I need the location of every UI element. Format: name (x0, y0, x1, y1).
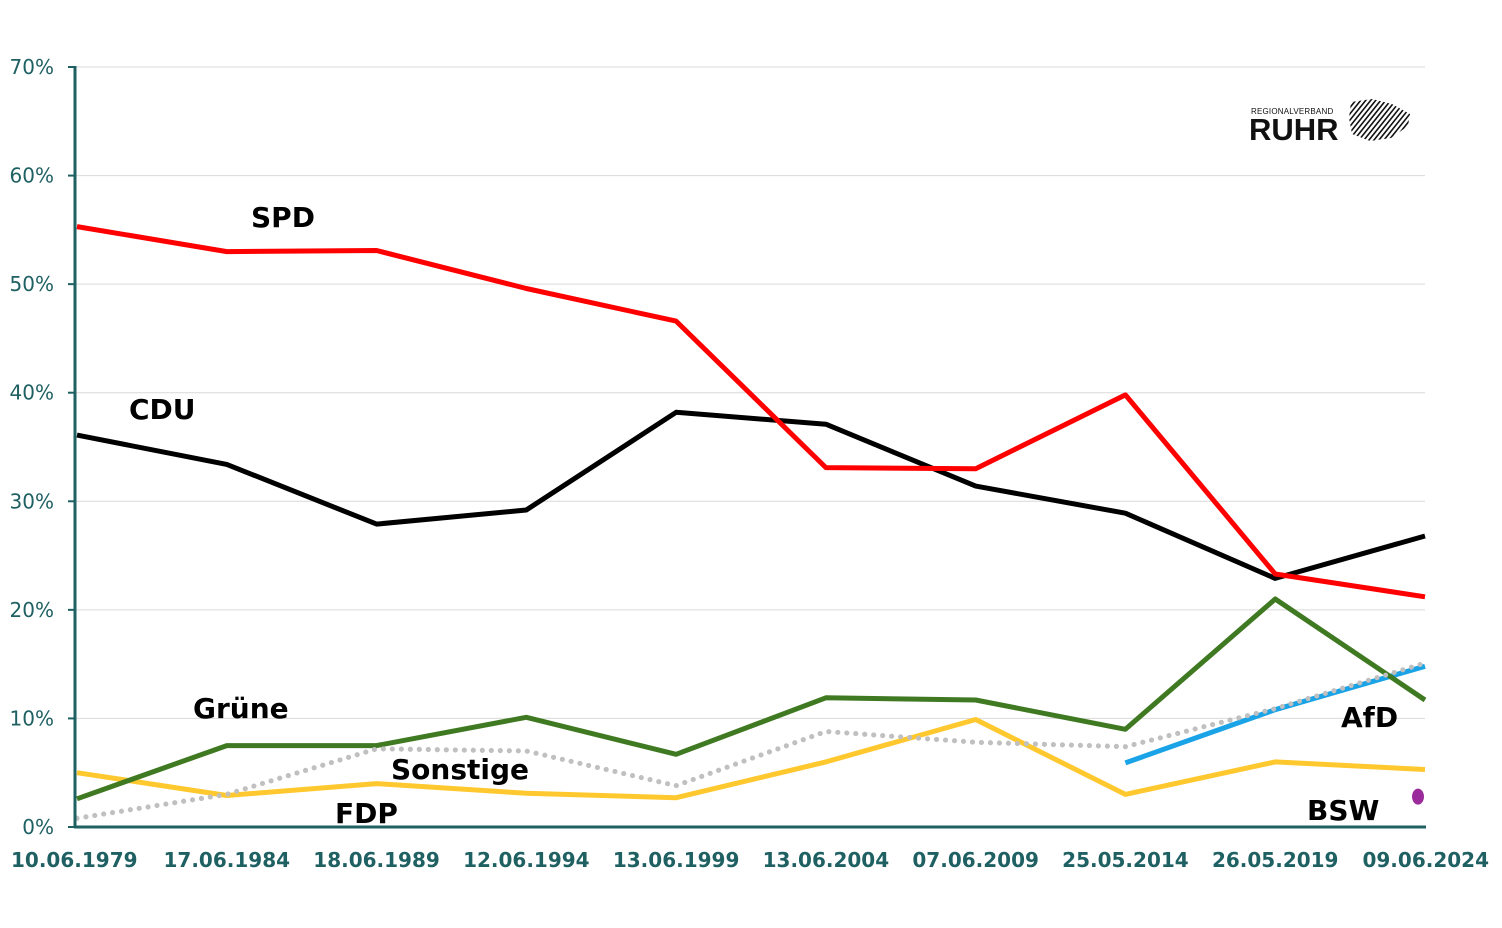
y-tick-label: 60% (10, 164, 54, 188)
series-lines (74, 224, 1428, 821)
series-line-sonstige-front (74, 660, 1428, 821)
y-tick-label: 50% (10, 272, 54, 296)
label-sonstige: Sonstige (391, 753, 529, 786)
logo-big-text: RUHR (1249, 112, 1339, 147)
logo-small-text: REGIONALVERBAND (1251, 107, 1333, 116)
label-fdp: FDP (335, 797, 398, 830)
series-line-sonstige (74, 660, 1428, 821)
y-tick-label: 40% (10, 381, 54, 405)
x-tick-label: 09.06.2024 (1362, 848, 1489, 872)
axes (73, 66, 1426, 829)
label-bsw: BSW (1307, 794, 1380, 827)
x-axis-ticks: 10.06.1979 17.06.1984 18.06.1989 12.06.1994… (11, 848, 1489, 872)
x-tick-label: 17.06.1984 (164, 848, 291, 872)
y-tick-label: 10% (10, 706, 54, 730)
label-gruene: Grüne (193, 692, 289, 725)
y-tick-label: 0% (22, 815, 54, 839)
x-tick-label: 26.05.2019 (1212, 848, 1339, 872)
grid-lines (76, 66, 1425, 719)
label-cdu: CDU (129, 393, 196, 426)
series-labels: SPD CDU Grüne Sonstige FDP AfD BSW (129, 201, 1398, 830)
label-spd: SPD (251, 201, 315, 234)
y-tick-label: 20% (10, 598, 54, 622)
x-tick-label: 13.06.2004 (763, 848, 890, 872)
x-tick-label: 12.06.1994 (463, 848, 590, 872)
x-tick-label: 10.06.1979 (11, 848, 138, 872)
y-axis-ticks: 0% 10% 20% 30% 40% 50% 60% 70% (10, 55, 75, 839)
x-tick-label: 07.06.2009 (912, 848, 1039, 872)
series-line-fdp (76, 717, 1426, 801)
x-tick-label: 18.06.1989 (313, 848, 440, 872)
x-tick-label: 13.06.1999 (613, 848, 740, 872)
y-tick-label: 70% (10, 55, 54, 79)
x-tick-label: 25.05.2014 (1062, 848, 1189, 872)
series-line-gruene (76, 596, 1427, 802)
regionalverband-ruhr-logo: REGIONALVERBAND RUHR (1249, 99, 1410, 147)
label-afd: AfD (1341, 701, 1398, 734)
series-line-cdu (76, 409, 1426, 581)
y-tick-label: 30% (10, 489, 54, 513)
series-line-spd (76, 224, 1426, 600)
data-point-bsw (1412, 788, 1424, 805)
